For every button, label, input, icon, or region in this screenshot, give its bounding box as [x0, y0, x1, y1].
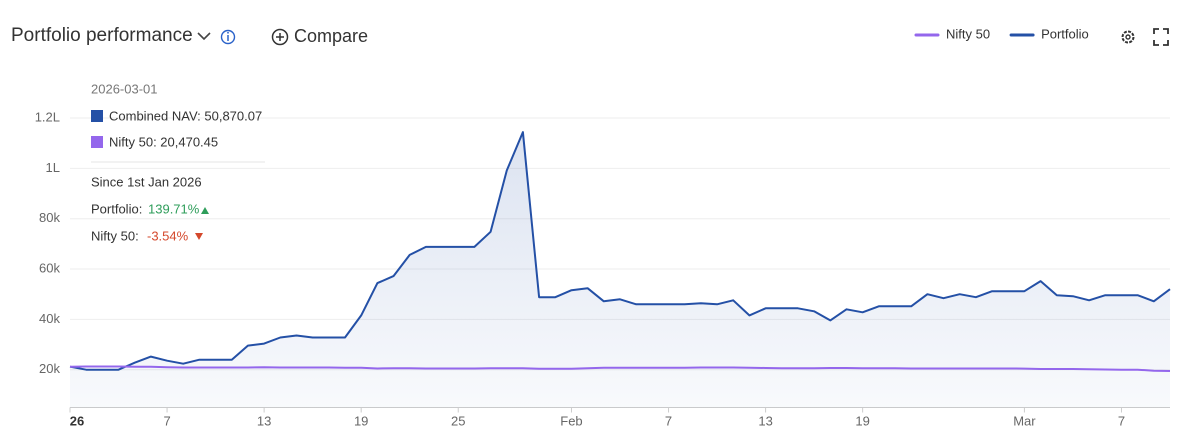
tooltip-portfolio-label: Portfolio:: [91, 201, 142, 216]
legend-label: Portfolio: [1041, 26, 1089, 41]
legend-label: Nifty 50: [946, 26, 990, 41]
x-tick-label: Mar: [1013, 413, 1036, 428]
tooltip: 2026-03-01 Combined NAV: 50,870.07 Nifty…: [91, 81, 265, 243]
y-tick-label: 60k: [39, 260, 60, 275]
series-line: [69, 131, 1171, 371]
down-arrow: [195, 233, 203, 240]
compare-button[interactable]: Compare: [271, 26, 369, 46]
x-tick-label: 25: [451, 413, 465, 428]
nifty-swatch: [91, 136, 103, 148]
x-tick-label: 13: [257, 413, 271, 428]
dropdown-icon[interactable]: [197, 32, 211, 41]
x-tick-label: 7: [665, 413, 672, 428]
tooltip-nav: Combined NAV: 50,870.07: [109, 108, 262, 123]
y-tick-label: 20k: [39, 361, 60, 376]
up-arrow: [201, 207, 209, 214]
tooltip-nifty: Nifty 50: 20,470.45: [109, 134, 218, 149]
x-tick-label: 13: [758, 413, 772, 428]
tooltip-nifty-label: Nifty 50:: [91, 228, 139, 243]
y-tick-label: 80k: [39, 210, 60, 225]
tooltip-portfolio-change: 139.71%: [148, 201, 200, 216]
info-icon[interactable]: [220, 29, 236, 45]
x-tick-label: 19: [855, 413, 869, 428]
tooltip-since: Since 1st Jan 2026: [91, 174, 202, 189]
title: Portfolio performance: [11, 25, 193, 46]
x-tick-label: Feb: [560, 413, 582, 428]
settings-icon[interactable]: [1121, 30, 1135, 44]
x-tick-label: 19: [354, 413, 368, 428]
x-tick-label: 26: [70, 413, 84, 428]
y-tick-label: 1L: [46, 160, 60, 175]
tooltip-nifty-change: -3.54%: [147, 228, 189, 243]
tooltip-date: 2026-03-01: [91, 81, 158, 96]
x-tick-label: 7: [163, 413, 170, 428]
y-tick-label: 1.2L: [35, 109, 60, 124]
nav-swatch: [91, 110, 103, 122]
area: [70, 132, 1170, 408]
x-tick-label: 7: [1118, 413, 1125, 428]
series-line: [69, 365, 1171, 372]
y-tick-label: 40k: [39, 311, 60, 326]
fullscreen-icon[interactable]: [1153, 28, 1169, 46]
compare-label[interactable]: Compare: [294, 26, 368, 46]
